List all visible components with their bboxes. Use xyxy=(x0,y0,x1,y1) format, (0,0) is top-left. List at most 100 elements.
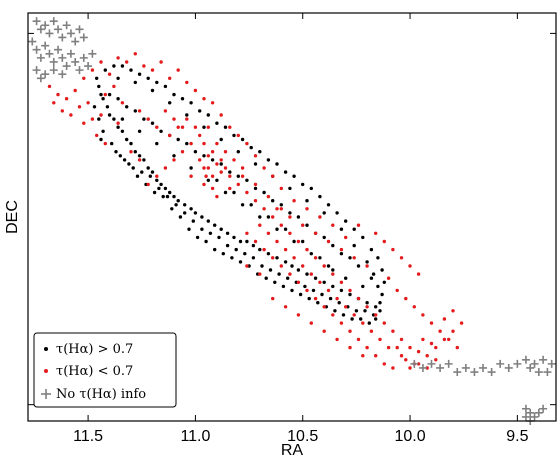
point-dot xyxy=(245,264,249,268)
point-dot xyxy=(223,190,228,195)
point-dot xyxy=(277,272,281,276)
point-dot xyxy=(442,317,447,321)
point-dot xyxy=(148,174,152,178)
point-dot xyxy=(193,211,198,215)
point-dot xyxy=(191,219,195,223)
point-dot xyxy=(125,60,129,64)
point-dot xyxy=(356,264,361,268)
point-dot xyxy=(185,117,189,121)
point-dot xyxy=(215,141,219,146)
point-dot xyxy=(137,72,142,76)
point-dot xyxy=(451,329,455,333)
point-dot xyxy=(425,354,429,358)
point-dot xyxy=(296,215,301,219)
point-dot xyxy=(172,154,176,158)
point-dot xyxy=(399,256,404,260)
point-plus xyxy=(526,363,535,372)
point-dot xyxy=(172,117,176,121)
point-plus xyxy=(36,25,45,34)
x-tick-label: 10.5 xyxy=(287,428,318,445)
point-dot xyxy=(275,256,279,260)
point-dot xyxy=(348,288,352,293)
point-dot xyxy=(176,68,180,72)
point-dot xyxy=(365,301,369,305)
point-dot xyxy=(99,137,103,142)
point-dot xyxy=(348,256,352,260)
point-dot xyxy=(318,280,322,284)
point-dot xyxy=(404,358,408,362)
point-dot xyxy=(266,194,271,199)
point-dot xyxy=(339,280,344,284)
point-plus xyxy=(49,57,58,66)
point-plus xyxy=(88,49,97,58)
point-dot xyxy=(335,337,339,342)
point-dot xyxy=(416,362,421,366)
point-plus xyxy=(36,74,45,83)
point-dot xyxy=(416,349,421,354)
point-dot xyxy=(245,141,249,146)
point-plus xyxy=(444,359,453,368)
point-dot xyxy=(359,317,363,321)
point-dot xyxy=(120,129,125,133)
point-dot xyxy=(206,178,210,182)
point-dot xyxy=(116,97,120,101)
point-dot xyxy=(318,215,322,219)
point-dot xyxy=(114,150,118,154)
point-dot xyxy=(90,68,95,72)
point-dot xyxy=(260,264,264,268)
data-marks xyxy=(28,17,556,425)
point-dot xyxy=(137,158,142,162)
point-dot xyxy=(301,223,305,227)
point-dot xyxy=(129,150,133,154)
point-dot xyxy=(180,97,185,101)
point-dot xyxy=(202,97,206,101)
point-plus xyxy=(79,33,88,42)
point-dot xyxy=(137,129,142,133)
series-2 xyxy=(28,17,556,425)
point-dot xyxy=(133,80,137,85)
point-dot xyxy=(344,276,348,280)
point-dot xyxy=(292,256,296,260)
point-dot xyxy=(331,223,335,227)
point-dot xyxy=(376,284,380,289)
point-plus xyxy=(534,368,543,377)
point-dot xyxy=(137,109,142,113)
point-dot xyxy=(116,125,120,129)
point-dot xyxy=(442,337,447,342)
point-plus xyxy=(41,21,50,30)
point-dot xyxy=(131,166,135,170)
point-dot xyxy=(292,174,296,178)
point-dot xyxy=(219,227,223,231)
point-dot xyxy=(283,260,288,264)
point-dot xyxy=(348,329,352,333)
point-dot xyxy=(283,227,288,231)
point-dot xyxy=(146,76,150,81)
point-dot xyxy=(112,64,116,68)
point-dot xyxy=(283,247,288,252)
point-dot xyxy=(350,317,354,321)
point-dot xyxy=(356,296,361,301)
point-dot xyxy=(219,113,223,117)
point-dot xyxy=(376,256,380,260)
point-dot xyxy=(352,227,356,231)
point-dot xyxy=(326,239,331,244)
point-dot xyxy=(399,337,404,342)
point-dot xyxy=(198,158,202,162)
point-dot xyxy=(86,101,90,105)
point-dot xyxy=(189,141,193,146)
point-plus xyxy=(427,359,436,368)
point-dot xyxy=(219,162,223,166)
point-dot xyxy=(206,166,210,170)
point-dot xyxy=(459,321,464,325)
point-dot xyxy=(305,207,309,211)
point-dot xyxy=(172,194,176,199)
point-dot xyxy=(253,186,258,191)
point-dot xyxy=(189,207,193,211)
point-dot xyxy=(322,305,326,309)
point-dot xyxy=(206,154,210,158)
point-dot xyxy=(337,301,341,305)
point-dot xyxy=(99,113,103,117)
point-dot xyxy=(399,354,404,358)
point-plus xyxy=(487,368,496,377)
point-plus xyxy=(32,45,41,54)
